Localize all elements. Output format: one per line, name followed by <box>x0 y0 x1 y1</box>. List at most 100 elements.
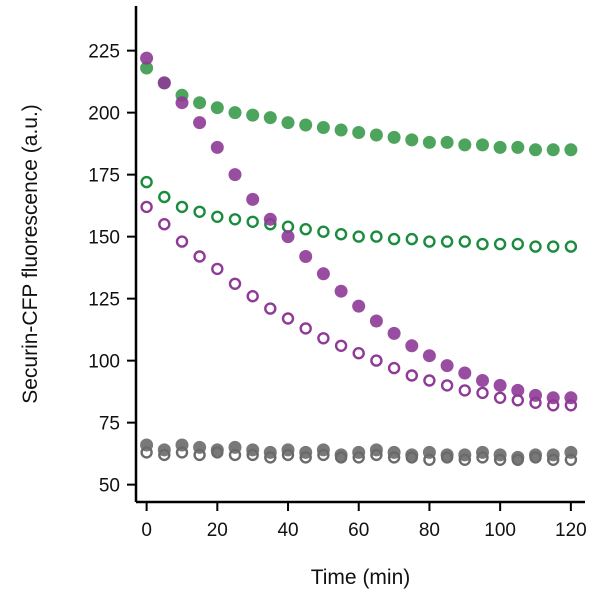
data-point <box>334 284 348 298</box>
data-point <box>193 116 207 130</box>
data-point <box>422 135 436 149</box>
data-point <box>476 374 489 387</box>
data-point <box>210 101 224 115</box>
data-point <box>440 379 454 392</box>
data-point <box>458 366 472 380</box>
data-point <box>405 339 419 353</box>
data-point <box>263 212 277 226</box>
data-point <box>440 235 454 248</box>
data-point <box>440 448 454 462</box>
data-point <box>529 448 542 462</box>
data-point <box>440 451 454 464</box>
data-point <box>246 215 259 229</box>
data-point <box>228 168 242 182</box>
data-point <box>299 118 313 132</box>
data-point <box>564 453 578 466</box>
y-tick-label: 50 <box>99 476 120 497</box>
x-tick-label: 20 <box>207 520 228 541</box>
data-point <box>405 448 419 462</box>
plot-area <box>140 51 578 466</box>
data-point <box>334 339 348 352</box>
data-point <box>529 143 542 157</box>
x-tick-label: 60 <box>348 520 369 541</box>
data-point <box>546 143 560 157</box>
data-point <box>211 262 224 276</box>
data-point <box>387 232 401 246</box>
data-point <box>511 237 524 251</box>
data-point <box>316 121 330 134</box>
data-point <box>158 217 171 231</box>
data-point <box>387 326 401 340</box>
data-point <box>281 312 295 325</box>
data-point <box>211 446 224 459</box>
data-point <box>405 232 418 246</box>
data-point <box>352 126 366 139</box>
data-point <box>210 443 224 457</box>
axes <box>134 6 585 504</box>
data-point <box>158 448 171 462</box>
data-point <box>264 302 277 315</box>
data-point <box>529 388 542 402</box>
data-point <box>476 451 489 464</box>
data-point <box>493 140 507 154</box>
data-point <box>458 138 472 152</box>
data-point <box>193 448 206 462</box>
data-point <box>440 359 454 373</box>
data-point <box>175 446 189 459</box>
data-point <box>246 290 259 303</box>
data-point <box>546 391 560 405</box>
data-point <box>423 453 436 466</box>
data-point <box>405 133 419 147</box>
data-point <box>476 386 489 400</box>
data-point <box>334 451 348 464</box>
y-tick-label: 175 <box>88 166 120 187</box>
data-point <box>140 51 154 65</box>
data-point <box>458 384 471 397</box>
data-point <box>387 451 401 464</box>
data-point <box>422 349 436 363</box>
y-ticks: 50 75 100 125 150 175 200 225 <box>88 42 136 497</box>
x-tick-label: 0 <box>141 520 152 541</box>
data-point <box>440 135 454 149</box>
data-point <box>405 369 418 382</box>
data-point <box>175 235 189 248</box>
data-point <box>158 190 171 204</box>
data-point <box>140 200 153 214</box>
data-point <box>281 116 295 130</box>
data-point <box>246 192 260 206</box>
data-point <box>405 451 418 464</box>
data-point <box>299 250 313 263</box>
data-point <box>228 277 242 290</box>
data-point <box>352 347 365 360</box>
data-point <box>334 227 348 241</box>
y-tick-label: 150 <box>88 228 120 249</box>
data-point <box>493 378 507 392</box>
data-point <box>529 240 542 253</box>
data-point <box>299 222 312 236</box>
data-point <box>564 240 578 253</box>
y-tick-label: 100 <box>88 352 120 373</box>
data-point <box>140 446 153 459</box>
data-point <box>228 213 242 226</box>
data-point <box>316 267 330 281</box>
data-point <box>334 448 348 462</box>
data-point <box>369 128 383 142</box>
data-point <box>140 175 153 189</box>
data-point <box>264 451 277 464</box>
data-point <box>370 230 383 243</box>
data-point <box>458 453 471 466</box>
data-point <box>228 448 242 462</box>
data-point <box>334 123 348 137</box>
data-point <box>511 453 524 466</box>
x-tick-label: 40 <box>277 520 298 541</box>
data-point <box>210 140 224 154</box>
x-axis-title: Time (min) <box>311 566 411 589</box>
data-point <box>317 332 330 345</box>
data-point <box>175 96 189 110</box>
y-tick-label: 75 <box>99 414 120 435</box>
x-tick-label: 100 <box>484 520 516 541</box>
x-ticks: 0 20 40 60 80 100 120 <box>141 502 587 541</box>
data-point <box>193 96 207 110</box>
data-point <box>370 354 383 367</box>
